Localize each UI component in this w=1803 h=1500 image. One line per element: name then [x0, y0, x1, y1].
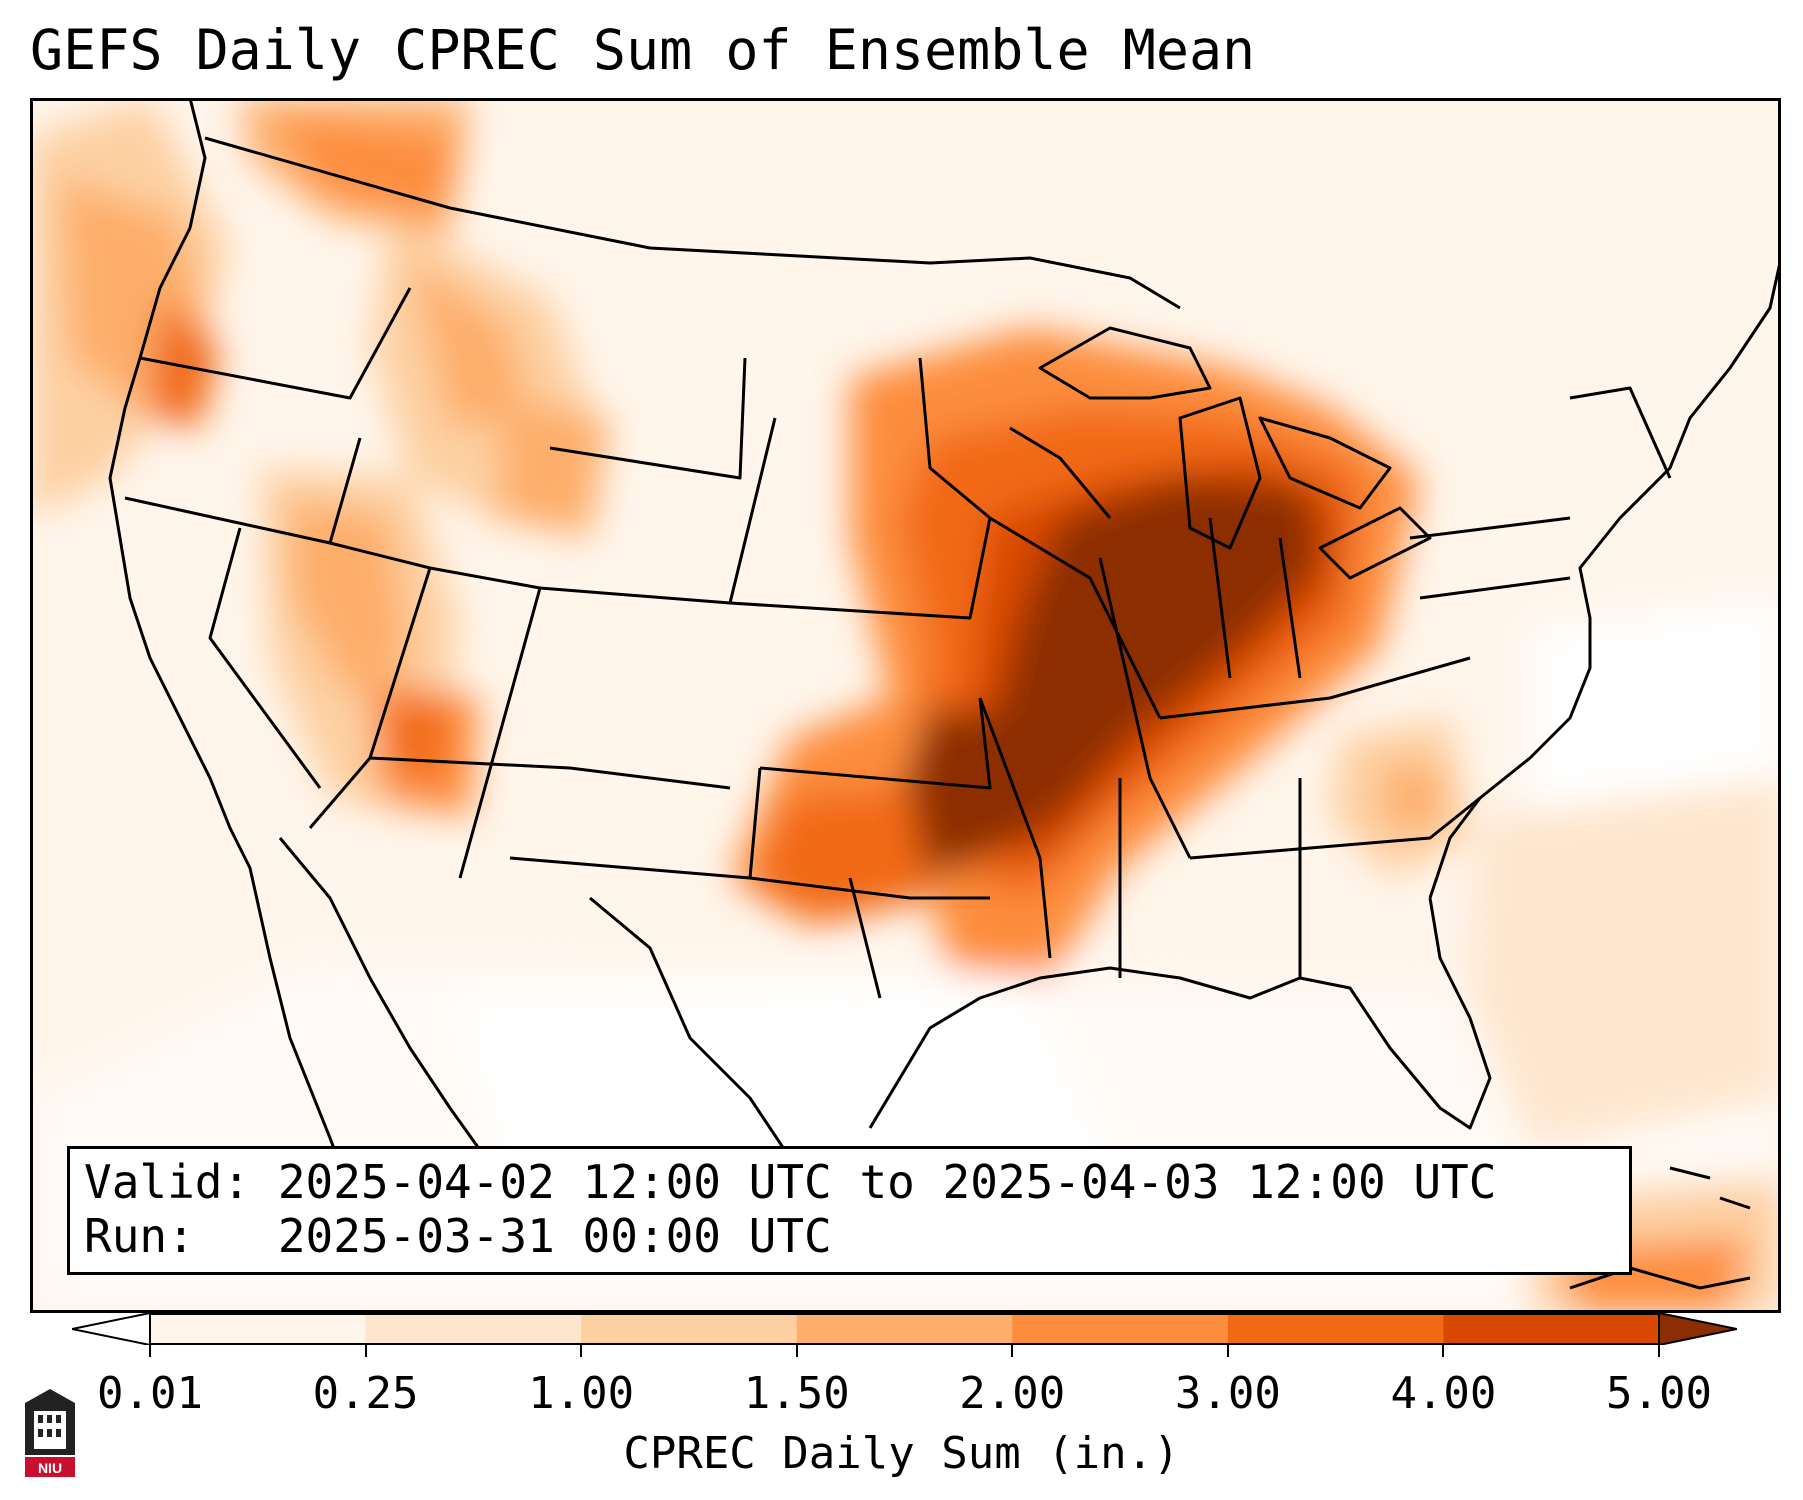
niu-logo-text: NIU: [38, 1460, 62, 1476]
colorbar-segment: [365, 1313, 582, 1345]
colorbar-tick-label: 1.00: [528, 1368, 635, 1419]
colorbar-tick-mark: [1658, 1345, 1660, 1357]
colorbar-tick-label: 1.50: [743, 1368, 850, 1419]
run-time-text: Run: 2025-03-31 00:00 UTC: [84, 1209, 832, 1263]
colorbar-tick-mark: [580, 1345, 583, 1357]
colorbar-label: CPREC Daily Sum (in.): [623, 1428, 1180, 1479]
colorbar-tick-label: 2.00: [959, 1368, 1066, 1419]
colorbar-segment: [581, 1313, 798, 1345]
colorbar-tick-mark: [1011, 1345, 1014, 1357]
colorbar-tick-mark: [149, 1345, 151, 1357]
colorbar-segment: [796, 1313, 1013, 1345]
colorbar-tick-mark: [1226, 1345, 1229, 1357]
colorbar-min-arrow: [72, 1313, 151, 1345]
colorbar-segment: [1227, 1313, 1444, 1345]
colorbar-segment: [1012, 1313, 1229, 1345]
colorbar-tick-label: 0.01: [97, 1368, 203, 1419]
niu-logo-icon: NIU: [25, 1389, 75, 1477]
colorbar-segment: [1443, 1313, 1660, 1345]
valid-run-info-box: Valid: 2025-04-02 12:00 UTC to 2025-04-0…: [67, 1146, 1632, 1275]
colorbar-tick-mark: [795, 1345, 798, 1357]
colorbar-tick-label: 4.00: [1390, 1368, 1497, 1419]
colorbar-max-arrow: [1658, 1313, 1737, 1345]
valid-time-text: Valid: 2025-04-02 12:00 UTC to 2025-04-0…: [84, 1155, 1497, 1209]
boundaries: [108, 98, 1781, 1290]
colorbar-tick-label: 3.00: [1174, 1368, 1281, 1419]
colorbar-segment: [150, 1313, 367, 1345]
colorbar-tick-label: 5.00: [1606, 1368, 1712, 1419]
precip-map: [30, 98, 1781, 1313]
colorbar-tick-label: 0.25: [312, 1368, 419, 1419]
colorbar-tick-mark: [364, 1345, 367, 1357]
colorbar: [72, 1313, 1737, 1345]
colorbar-tick-mark: [1442, 1345, 1445, 1357]
map-title: GEFS Daily CPREC Sum of Ensemble Mean: [30, 18, 1256, 82]
